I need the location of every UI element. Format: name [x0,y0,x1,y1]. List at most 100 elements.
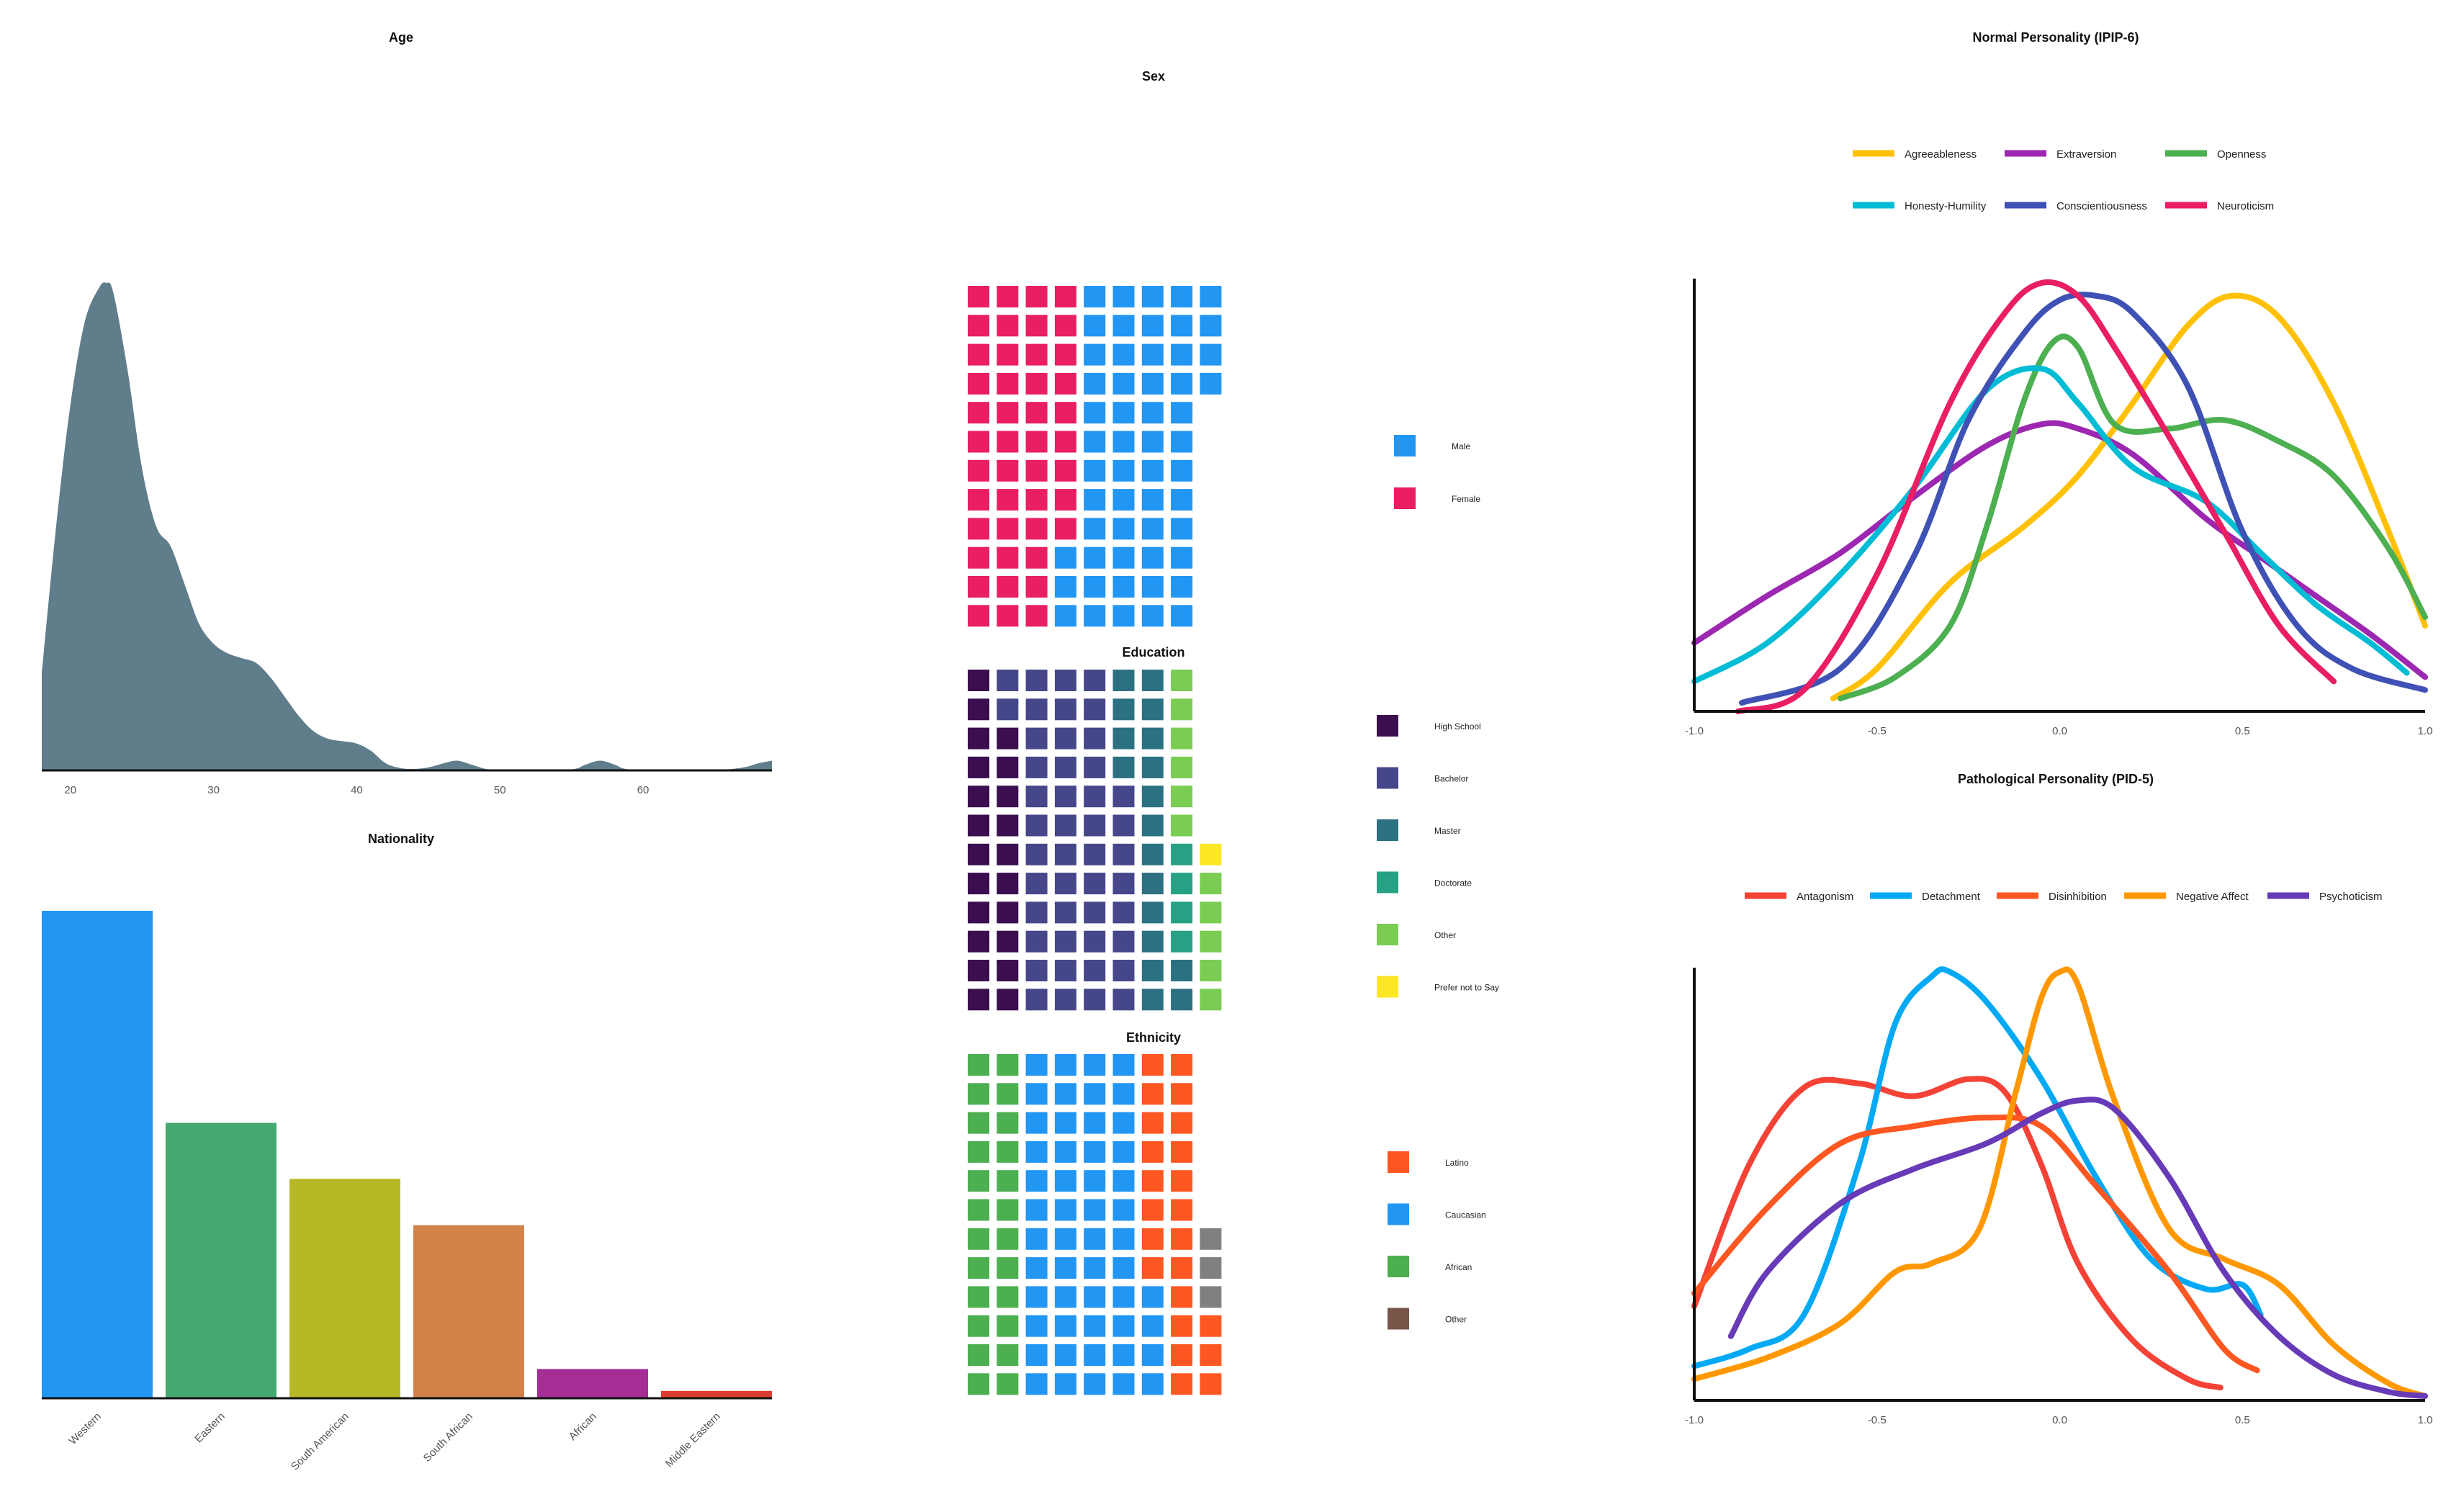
ethnicity-legend-swatch [1388,1203,1409,1225]
sex-waffle-cell [968,372,989,395]
education-waffle-cell [1084,873,1106,895]
education-waffle-cell [1025,989,1048,1011]
pid5-panel: Pathological Personality (PID-5) -1.0 -0.… [1685,772,2432,1426]
ethnicity-waffle-cell [1084,1054,1106,1076]
education-waffle-cell [1171,670,1193,691]
sex-waffle-cell [1112,315,1135,337]
ethnicity-waffle-cell [1054,1315,1076,1337]
education-waffle-cell [1171,930,1193,953]
sex-waffle-cell [1171,605,1193,627]
ethnicity-waffle-cell [1171,1228,1193,1250]
sex-waffle-cell [968,546,989,569]
pid5-series-line [1691,966,2264,1369]
ethnicity-waffle-cell [1084,1344,1106,1366]
ethnicity-waffle-cell [1141,1315,1164,1337]
ethnicity-waffle-cell [1171,1054,1193,1076]
sex-waffle-cell [1112,343,1135,366]
nationality-panel: Nationality Western Eastern South American… [42,832,772,1473]
education-waffle-cell [1171,989,1193,1011]
ethnicity-legend-label: Caucasian [1445,1210,1486,1220]
ethnicity-waffle-cell [1200,1228,1222,1250]
age-x-tick: 20 [64,784,76,796]
ipip6-series-line [1735,279,2337,714]
sex-waffle-cell [1025,518,1048,540]
sex-waffle-cell [1025,402,1048,424]
age-panel: Age 20 30 40 50 60 [42,30,772,796]
education-waffle-cell [1141,698,1164,721]
education-waffle-cell [1141,756,1164,778]
ipip6-x-tick: -1.0 [1685,725,1704,737]
ethnicity-waffle-cell [997,1286,1019,1308]
education-waffle-cell [1084,670,1106,691]
sex-waffle-cell [1025,459,1048,482]
education-waffle-cell [1025,786,1048,808]
ipip6-x-tick: 0.0 [2052,725,2067,737]
ethnicity-waffle-cell [1171,1199,1193,1221]
ipip6-legend-label: Honesty-Humility [1905,200,1987,212]
education-waffle-cell [997,901,1019,924]
nationality-bar [166,1122,276,1398]
education-waffle-cell [1141,786,1164,808]
ethnicity-waffle-cell [1171,1315,1193,1337]
ethnicity-waffle-cell [1025,1140,1048,1163]
ethnicity-waffle-cell [997,1140,1019,1163]
ethnicity-waffle-cell [1141,1373,1164,1395]
education-waffle-cell [997,960,1019,981]
education-waffle-cell [1054,989,1076,1011]
education-waffle-cell [1112,901,1135,924]
education-waffle-cell [1054,901,1076,924]
education-waffle-cell [1141,843,1164,865]
ethnicity-waffle-cell [1025,1083,1048,1105]
education-waffle-cell [997,727,1019,750]
nationality-bar [661,1390,772,1398]
ethnicity-waffle-cell [1054,1257,1076,1279]
sex-waffle-cell [1084,605,1106,627]
education-waffle-cell [1084,960,1106,981]
ethnicity-waffle-cell [968,1054,989,1076]
sex-waffle-cell [1054,459,1076,482]
age-density-area [42,282,772,771]
ethnicity-waffle-cell [968,1112,989,1134]
ethnicity-waffle-cell [1084,1112,1106,1134]
nationality-x-tick: Middle Eastern [663,1410,723,1470]
pid5-x-tick: 0.0 [2052,1414,2067,1426]
sex-waffle-cell [997,315,1019,337]
pid5-series-line [1727,1097,2428,1399]
ethnicity-waffle-cell [1141,1228,1164,1250]
sex-waffle-cell [1171,402,1193,424]
education-legend-label: High School [1434,721,1481,732]
ethnicity-waffle-cell [1141,1140,1164,1163]
sex-waffle-cell [1112,459,1135,482]
ethnicity-waffle-cell [1112,1140,1135,1163]
education-waffle-cell [1171,698,1193,721]
sex-waffle-cell [1084,546,1106,569]
education-legend-swatch [1377,871,1398,894]
ethnicity-waffle-cell [1084,1170,1106,1192]
ethnicity-waffle-cell [1171,1344,1193,1366]
sex-waffle-cell [1141,459,1164,482]
education-waffle-cell [997,698,1019,721]
ethnicity-waffle-cell [1112,1083,1135,1105]
ethnicity-waffle-cell [1025,1054,1048,1076]
ipip6-series-line [1739,292,2428,706]
ethnicity-waffle-cell [1084,1286,1106,1308]
ipip6-legend-label: Extraversion [2056,148,2116,161]
ethnicity-waffle-cell [968,1286,989,1308]
ethnicity-waffle-cell [1025,1170,1048,1192]
education-waffle-cell [1084,727,1106,750]
education-waffle-cell [1084,756,1106,778]
education-waffle-cell [1112,756,1135,778]
ethnicity-waffle-cell [1084,1257,1106,1279]
ethnicity-legend-swatch [1388,1151,1409,1173]
sex-waffle-cell [968,605,989,627]
education-waffle-cell [968,930,989,953]
ethnicity-waffle-cell [1141,1344,1164,1366]
ethnicity-waffle-cell [1171,1373,1193,1395]
sex-waffle-cell [1171,343,1193,366]
education-waffle-cell [968,727,989,750]
nationality-bar [537,1369,648,1398]
sex-waffle-cell [1141,315,1164,337]
ethnicity-waffle-cell [1112,1170,1135,1192]
education-waffle-cell [1112,670,1135,691]
ethnicity-legend-label: Other [1445,1315,1467,1325]
